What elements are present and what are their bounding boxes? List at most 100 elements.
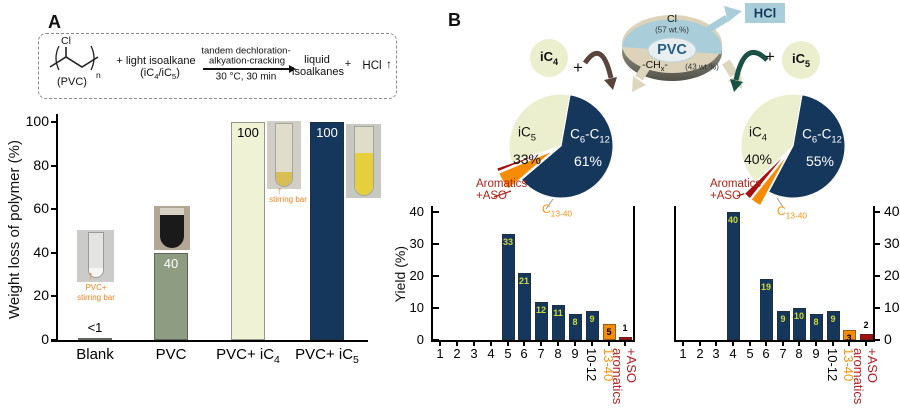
- repeat-subscript: n: [96, 70, 101, 80]
- y-tick: [874, 243, 880, 245]
- reaction-arrow: [203, 68, 290, 70]
- x-tick-label: +ASO: [865, 348, 880, 384]
- x-tick: [439, 342, 441, 346]
- bar: [842, 330, 856, 340]
- y-tick-label: 40: [33, 243, 49, 260]
- right-tan-arrow: [722, 59, 738, 78]
- y-tick: [51, 121, 57, 123]
- bar-value-label: <1: [87, 320, 103, 336]
- y-tick-label: 40: [884, 202, 900, 219]
- reaction-scheme-box: [38, 33, 397, 99]
- y-tick: [874, 211, 880, 213]
- x-axis: [51, 340, 368, 342]
- teal-arrow-head: [730, 79, 743, 92]
- y-tick-label: 60: [33, 200, 49, 217]
- blank-vial-photo: [77, 230, 114, 282]
- scheme-reactant-detail: (iC4/iC5): [140, 66, 180, 82]
- x-tick: [865, 342, 867, 346]
- right-spine: [633, 206, 635, 342]
- pvc-ic4-vial-photo: [267, 121, 301, 189]
- x-tick: [507, 342, 509, 346]
- cl-wedge-pct: (57 wt.%): [655, 25, 689, 35]
- x-tick: [848, 342, 850, 346]
- ic5-label: iC5: [791, 51, 811, 69]
- bar-value-label: 10: [793, 311, 804, 321]
- y-tick: [51, 164, 57, 167]
- hcl-label: HCl: [753, 5, 777, 21]
- left-bracket: [55, 45, 60, 71]
- pie-slice: [743, 152, 788, 200]
- cl-substituent-label: Cl: [61, 35, 71, 47]
- pie-slice: [520, 94, 614, 199]
- up-arrow-icon: ↑: [88, 270, 94, 282]
- y-tick-label: 10: [884, 298, 900, 315]
- scheme-product-line2: isoalkanes: [292, 66, 344, 78]
- pie-right-aso-label: +ASO: [710, 190, 742, 202]
- pvc-center-label: PVC: [657, 42, 687, 58]
- pvc-conversion-diagram: [530, 3, 820, 92]
- pvc-vial: [160, 208, 184, 248]
- y-tick: [433, 275, 439, 277]
- x-axis: [675, 340, 874, 342]
- x-tick: [574, 342, 576, 346]
- x-tick-label: 3: [470, 346, 478, 361]
- y-tick-label: 20: [409, 267, 424, 283]
- x-tick-label: 4: [487, 346, 495, 361]
- pie-slice: [498, 150, 554, 190]
- x-tick-label: 5: [504, 346, 512, 361]
- bar: [78, 338, 112, 340]
- bar-value-label: 40: [727, 215, 738, 225]
- pie-slice: [496, 148, 553, 173]
- x-tick-label: 8: [554, 346, 562, 361]
- y-axis: [674, 206, 676, 342]
- panel-b-label: B: [448, 10, 461, 30]
- y-tick-label: 0: [41, 330, 49, 347]
- hcl-up-arrow-icon: ↑: [386, 57, 392, 71]
- x-tick: [624, 342, 626, 346]
- hcl-arrow-head: [724, 6, 742, 22]
- yellow-liquid: [354, 153, 373, 195]
- y-tick-label: 0: [416, 331, 424, 347]
- x-tick-label: 9: [812, 346, 820, 361]
- bar-value-label: 9: [830, 314, 836, 325]
- pie-right-c6c12-pct: 55%: [805, 153, 835, 169]
- left-tan-arrow-head: [632, 76, 646, 92]
- scheme-condition-top1: tandem dechloration-: [201, 45, 291, 57]
- y-tick-label: 100: [25, 112, 49, 129]
- pie-slice: [508, 93, 571, 164]
- y-axis-title: Yield (%): [392, 246, 408, 303]
- pie-right-ic4-label: iC4: [749, 124, 767, 144]
- bar: [551, 304, 565, 340]
- reaction-arrow-head: [289, 64, 296, 73]
- plus-left: +: [573, 58, 583, 77]
- bar-value-label: 12: [535, 304, 546, 315]
- pie-left-c6c12-label: C6-C12: [570, 126, 610, 146]
- y-tick-label: 30: [409, 235, 424, 251]
- bar: [154, 252, 188, 340]
- y-tick-label: 0: [884, 330, 892, 347]
- left-tan-arrow: [635, 61, 652, 81]
- x-tick: [765, 342, 767, 346]
- x-tick-label: 7: [779, 346, 787, 361]
- x-tick: [456, 342, 458, 346]
- bar: [859, 333, 873, 340]
- bar-value-label: 1: [622, 322, 628, 333]
- x-tick: [473, 342, 475, 346]
- products-with-ic4-pie: [740, 93, 846, 207]
- y-tick: [51, 251, 57, 254]
- y-tick-label: 20: [33, 287, 49, 304]
- x-tick-label: 13-40: [601, 348, 616, 382]
- polymer-caption: (PVC): [57, 76, 87, 88]
- bar: [568, 314, 582, 340]
- y-axis-title: Weight loss of polymer (%): [6, 140, 23, 319]
- bar-value-label: 11: [553, 307, 563, 318]
- ic4-label: iC4: [539, 49, 559, 67]
- bar-value-label: 8: [813, 317, 819, 328]
- bar-value-label: 5: [606, 327, 612, 337]
- x-tick-label: PVC+ iC4: [216, 346, 280, 366]
- x-tick-label: +ASO: [624, 348, 639, 384]
- pvc-structure-drawing: Cl n: [49, 35, 101, 80]
- bar-value-label: 100: [316, 125, 338, 140]
- x-tick-label: PVC+ iC5: [295, 346, 359, 366]
